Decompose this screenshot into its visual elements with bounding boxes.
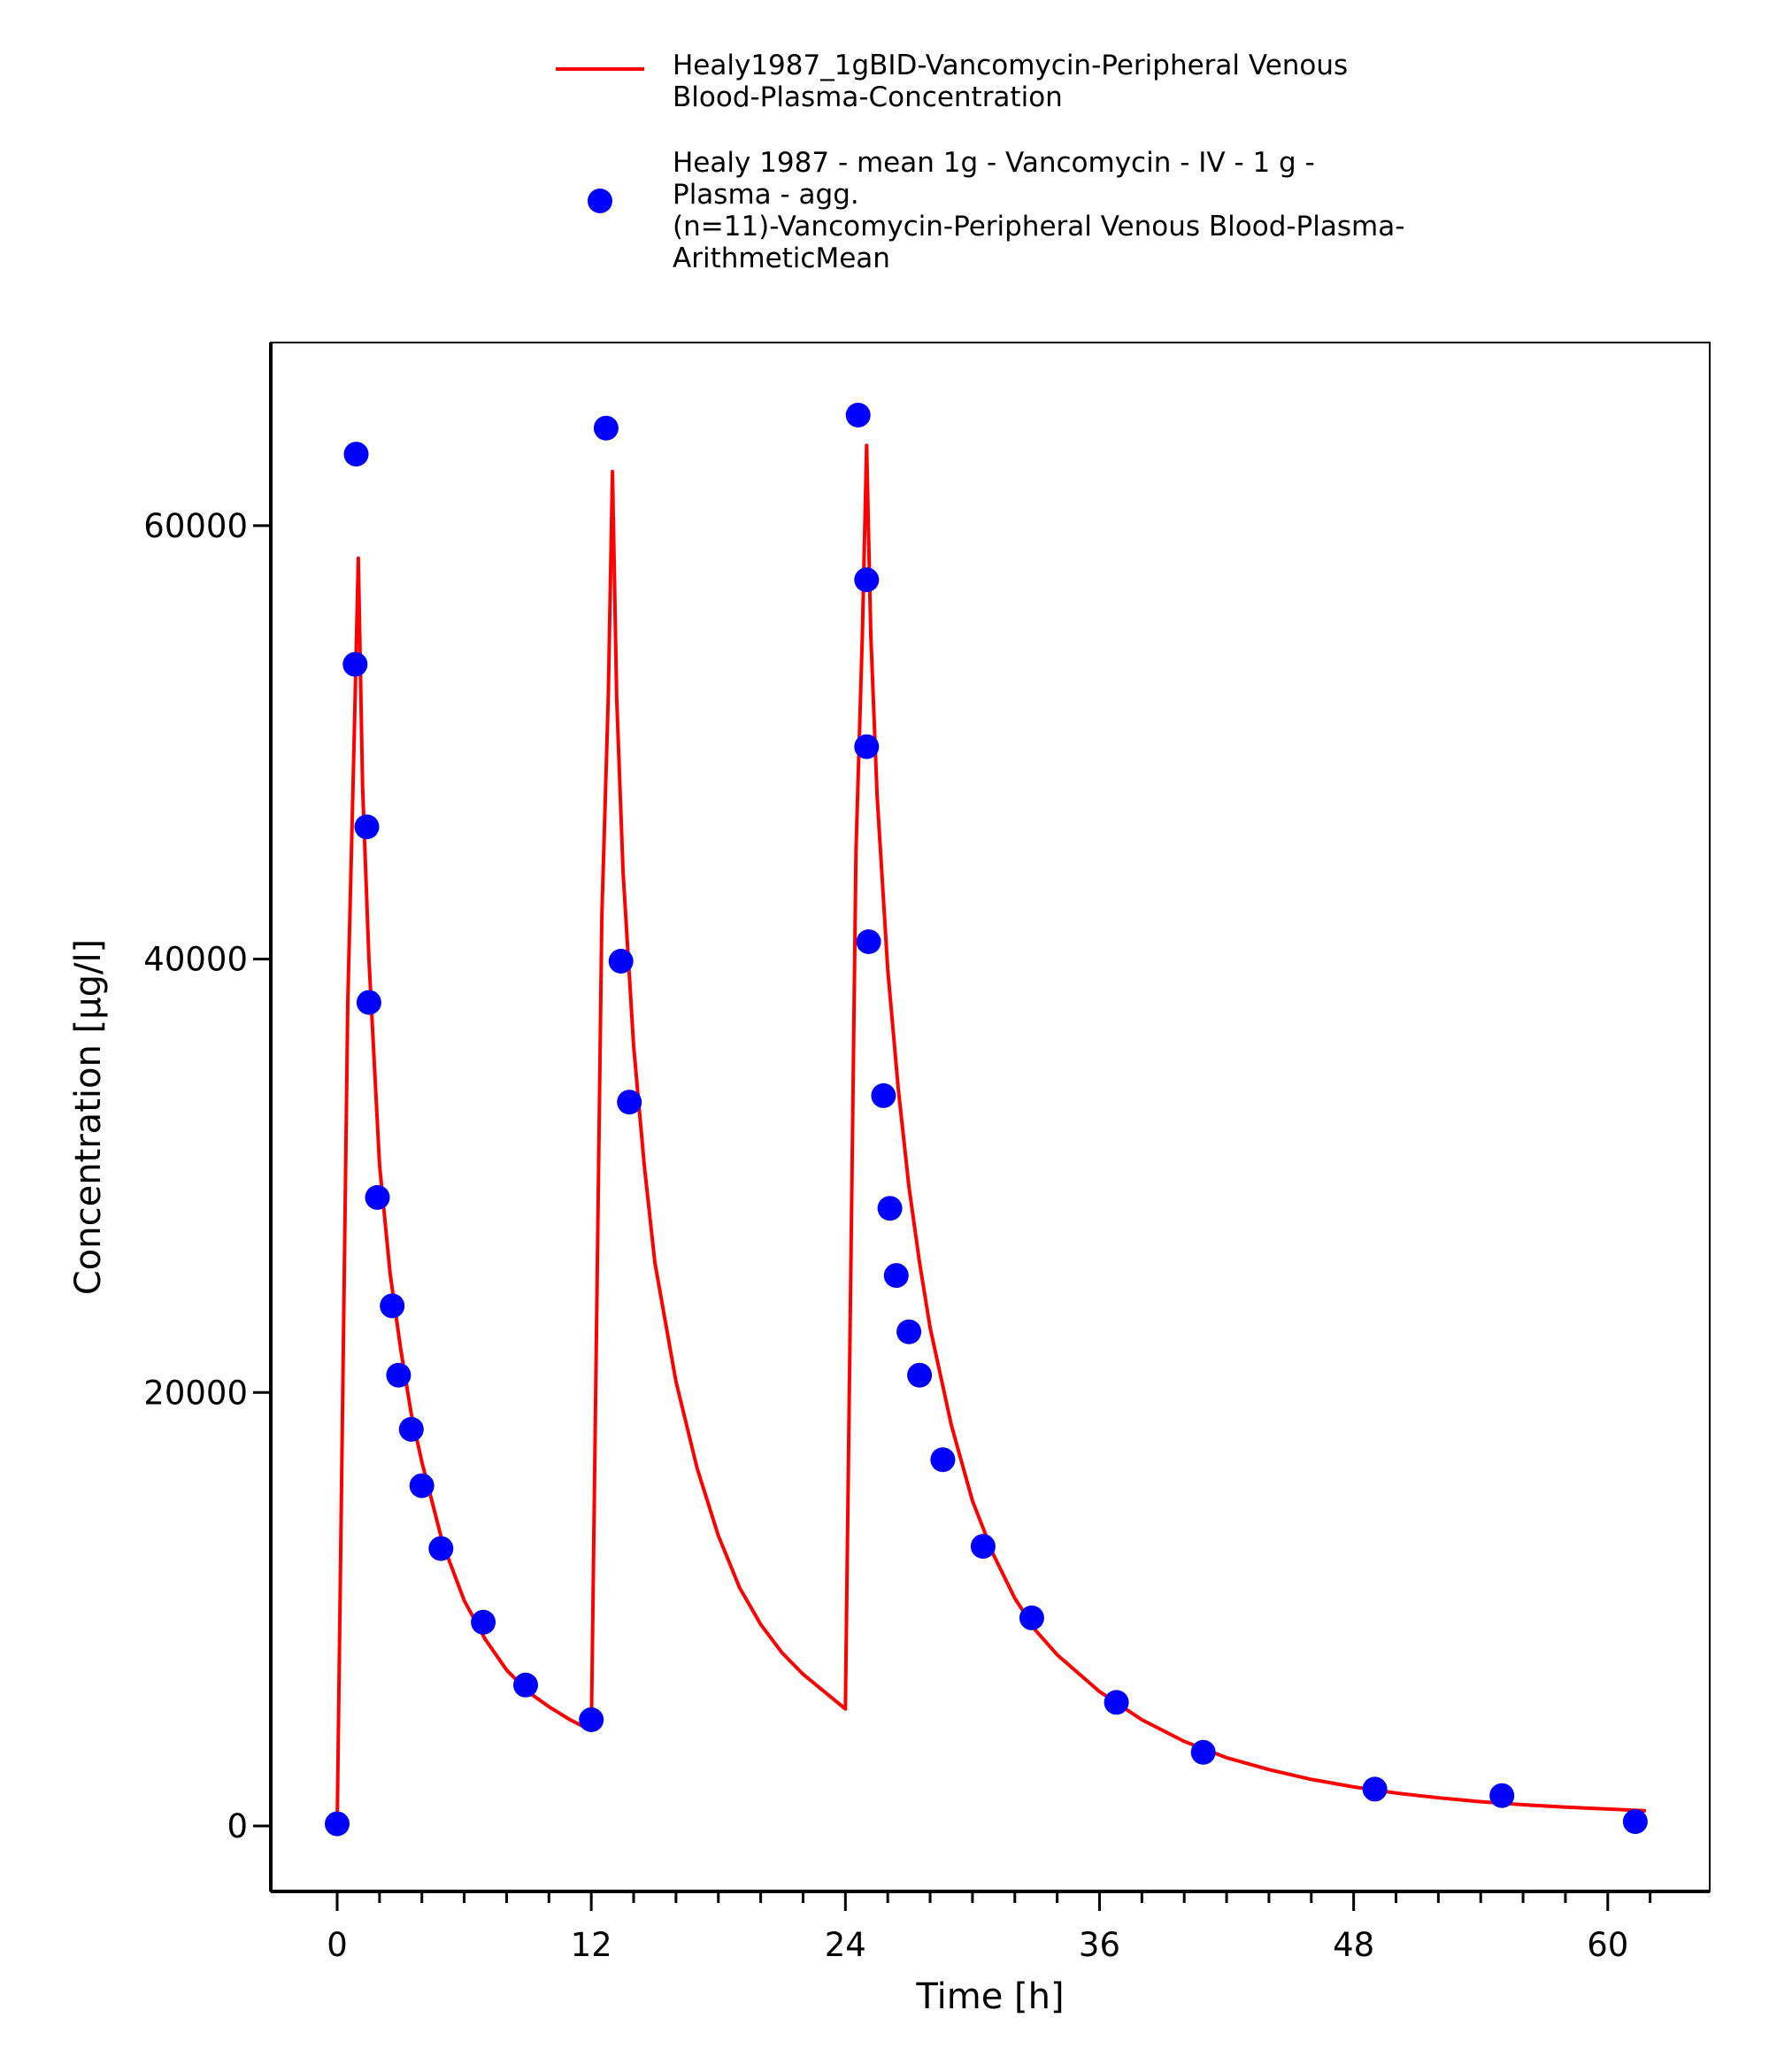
observed-point: [930, 1447, 956, 1473]
observed-point: [1489, 1783, 1515, 1808]
observed-point: [1104, 1690, 1129, 1715]
observed-point: [845, 403, 871, 427]
legend-marker-label-1: Healy 1987 - mean 1g - Vancomycin - IV -…: [673, 147, 1315, 179]
legend-line-label-1: Healy1987_1gBID-Vancomycin-Peripheral Ve…: [673, 50, 1348, 81]
x-axis-title: Time [h]: [915, 1976, 1064, 2017]
observed-point: [907, 1362, 933, 1388]
simulation-line: [335, 443, 1646, 1827]
observed-point: [579, 1707, 604, 1732]
x-tick-label: 48: [1333, 1926, 1374, 1964]
observed-point: [970, 1534, 996, 1560]
observed-point: [354, 814, 380, 840]
legend-marker-label-4: ArithmeticMean: [673, 243, 890, 274]
observed-point: [854, 734, 880, 759]
observed-point: [1019, 1605, 1044, 1630]
observed-point: [617, 1090, 642, 1115]
x-tick-label: 0: [327, 1926, 348, 1964]
observed-point: [1362, 1776, 1388, 1802]
observed-point: [342, 651, 368, 677]
legend: Healy1987_1gBID-Vancomycin-Peripheral Ve…: [556, 50, 1404, 274]
observed-point: [883, 1263, 909, 1289]
observed-point: [1622, 1809, 1648, 1835]
observed-point: [325, 1811, 350, 1837]
observed-point: [871, 1082, 896, 1108]
observed-point: [856, 929, 881, 954]
observed-point: [365, 1184, 390, 1210]
y-tick-label: 0: [227, 1807, 248, 1845]
observed-point: [593, 415, 619, 441]
x-tick-label: 12: [571, 1926, 612, 1964]
legend-marker-swatch: [588, 189, 612, 213]
series-layer: [325, 403, 1648, 1837]
y-tick-label: 40000: [143, 941, 248, 979]
x-axis-ticks: 0 12 24 36 48 60: [327, 1891, 1652, 1964]
x-tick-label: 60: [1587, 1926, 1628, 1964]
observed-point: [896, 1319, 922, 1344]
observed-point: [409, 1473, 435, 1498]
observed-point: [386, 1362, 411, 1388]
x-tick-label: 36: [1079, 1926, 1120, 1964]
y-tick-label: 60000: [143, 507, 248, 545]
y-axis-ticks: 0 20000 40000 60000: [143, 507, 271, 1845]
legend-marker-label-3: (n=11)-Vancomycin-Peripheral Venous Bloo…: [673, 211, 1404, 243]
observed-point: [380, 1293, 405, 1319]
observed-point: [356, 990, 381, 1015]
observed-point: [854, 567, 880, 593]
observed-point: [513, 1672, 538, 1698]
observed-point: [877, 1196, 903, 1221]
legend-marker-label-2: Plasma - agg.: [673, 179, 859, 211]
x-tick-label: 24: [825, 1926, 866, 1964]
observed-point: [428, 1536, 454, 1561]
observed-point: [471, 1609, 496, 1635]
observed-point: [398, 1416, 424, 1442]
y-tick-label: 20000: [143, 1374, 248, 1412]
y-axis-title: Concentration [µg/l]: [68, 939, 109, 1295]
observed-point: [1190, 1739, 1216, 1765]
legend-line-label-2: Blood-Plasma-Concentration: [673, 81, 1063, 113]
observed-point: [608, 949, 634, 974]
observed-point: [343, 442, 369, 467]
